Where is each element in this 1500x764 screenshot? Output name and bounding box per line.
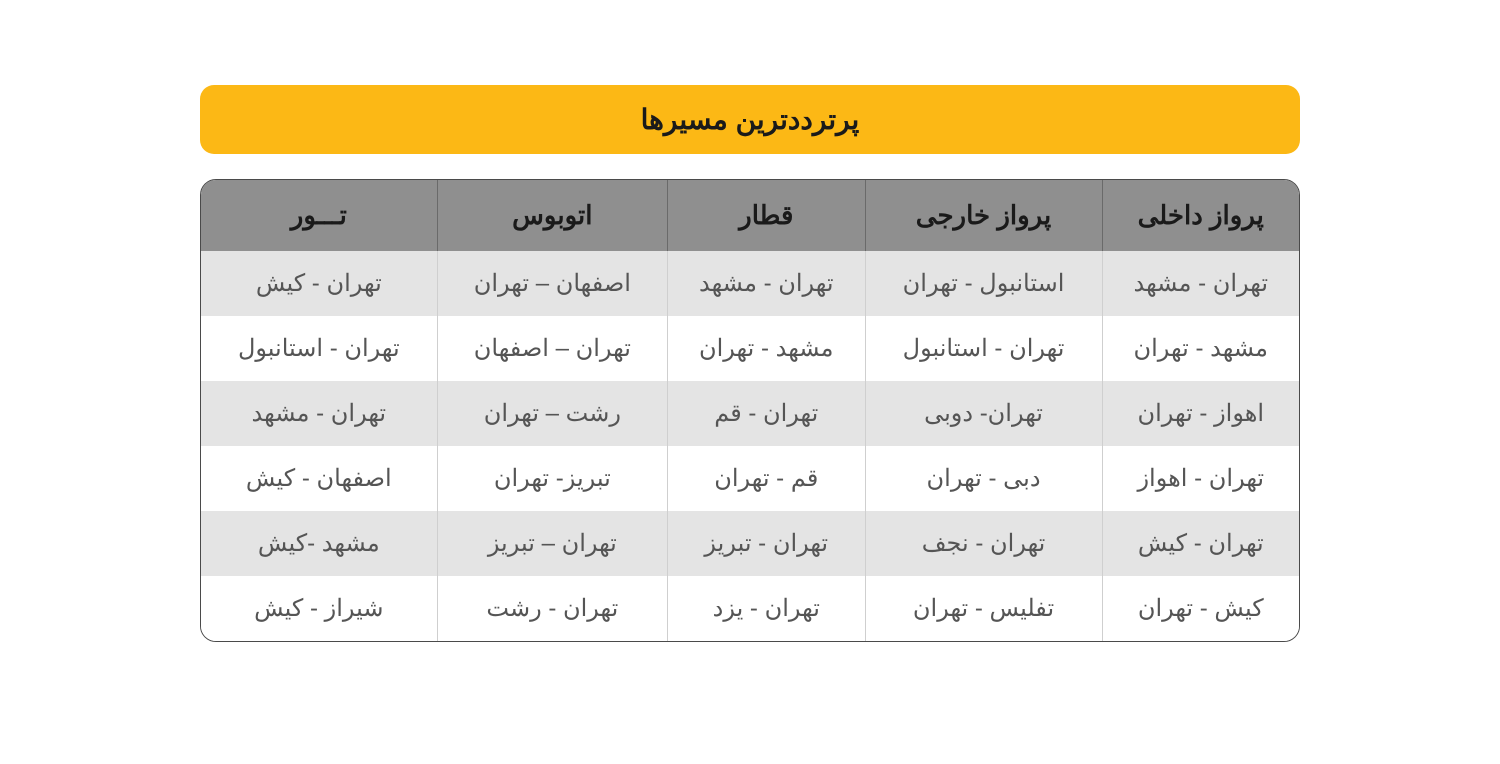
cell: استانبول - تهران (865, 251, 1102, 316)
cell: تهران - مشهد (1102, 251, 1299, 316)
cell: تهران - نجف (865, 511, 1102, 576)
cell: تهران - تبریز (667, 511, 864, 576)
cell: تهران - کیش (1102, 511, 1299, 576)
cell: مشهد - تهران (1102, 316, 1299, 381)
col-tour: تـــور (201, 180, 437, 251)
table-row: کیش - تهران تفلیس - تهران تهران - یزد ته… (201, 576, 1299, 641)
cell: تهران - قم (667, 381, 864, 446)
cell: تهران - استانبول (865, 316, 1102, 381)
cell: تبریز- تهران (437, 446, 667, 511)
cell: دبی - تهران (865, 446, 1102, 511)
table-row: مشهد - تهران تهران - استانبول مشهد - تهر… (201, 316, 1299, 381)
cell: رشت – تهران (437, 381, 667, 446)
cell: اصفهان - کیش (201, 446, 437, 511)
page-title: پرترددترین مسیرها (641, 104, 860, 135)
table-row: تهران - مشهد استانبول - تهران تهران - مش… (201, 251, 1299, 316)
cell: اصفهان – تهران (437, 251, 667, 316)
col-domestic-flight: پرواز داخلی (1102, 180, 1299, 251)
routes-table: پرواز داخلی پرواز خارجی قطار اتوبوس تـــ… (200, 179, 1300, 642)
cell: تهران - کیش (201, 251, 437, 316)
col-train: قطار (667, 180, 864, 251)
col-international-flight: پرواز خارجی (865, 180, 1102, 251)
col-bus: اتوبوس (437, 180, 667, 251)
cell: تهران - رشت (437, 576, 667, 641)
cell: تهران - استانبول (201, 316, 437, 381)
cell: تهران - اهواز (1102, 446, 1299, 511)
cell: تهران - یزد (667, 576, 864, 641)
cell: تهران - مشهد (667, 251, 864, 316)
cell: مشهد -کیش (201, 511, 437, 576)
table-row: تهران - اهواز دبی - تهران قم - تهران تبر… (201, 446, 1299, 511)
title-bar: پرترددترین مسیرها (200, 85, 1300, 154)
table-header-row: پرواز داخلی پرواز خارجی قطار اتوبوس تـــ… (201, 180, 1299, 251)
cell: تهران – اصفهان (437, 316, 667, 381)
table-row: اهواز - تهران تهران- دوبی تهران - قم رشت… (201, 381, 1299, 446)
cell: اهواز - تهران (1102, 381, 1299, 446)
cell: مشهد - تهران (667, 316, 864, 381)
cell: شیراز - کیش (201, 576, 437, 641)
cell: تفلیس - تهران (865, 576, 1102, 641)
cell: قم - تهران (667, 446, 864, 511)
cell: تهران – تبریز (437, 511, 667, 576)
table-row: تهران - کیش تهران - نجف تهران - تبریز ته… (201, 511, 1299, 576)
cell: کیش - تهران (1102, 576, 1299, 641)
cell: تهران- دوبی (865, 381, 1102, 446)
cell: تهران - مشهد (201, 381, 437, 446)
